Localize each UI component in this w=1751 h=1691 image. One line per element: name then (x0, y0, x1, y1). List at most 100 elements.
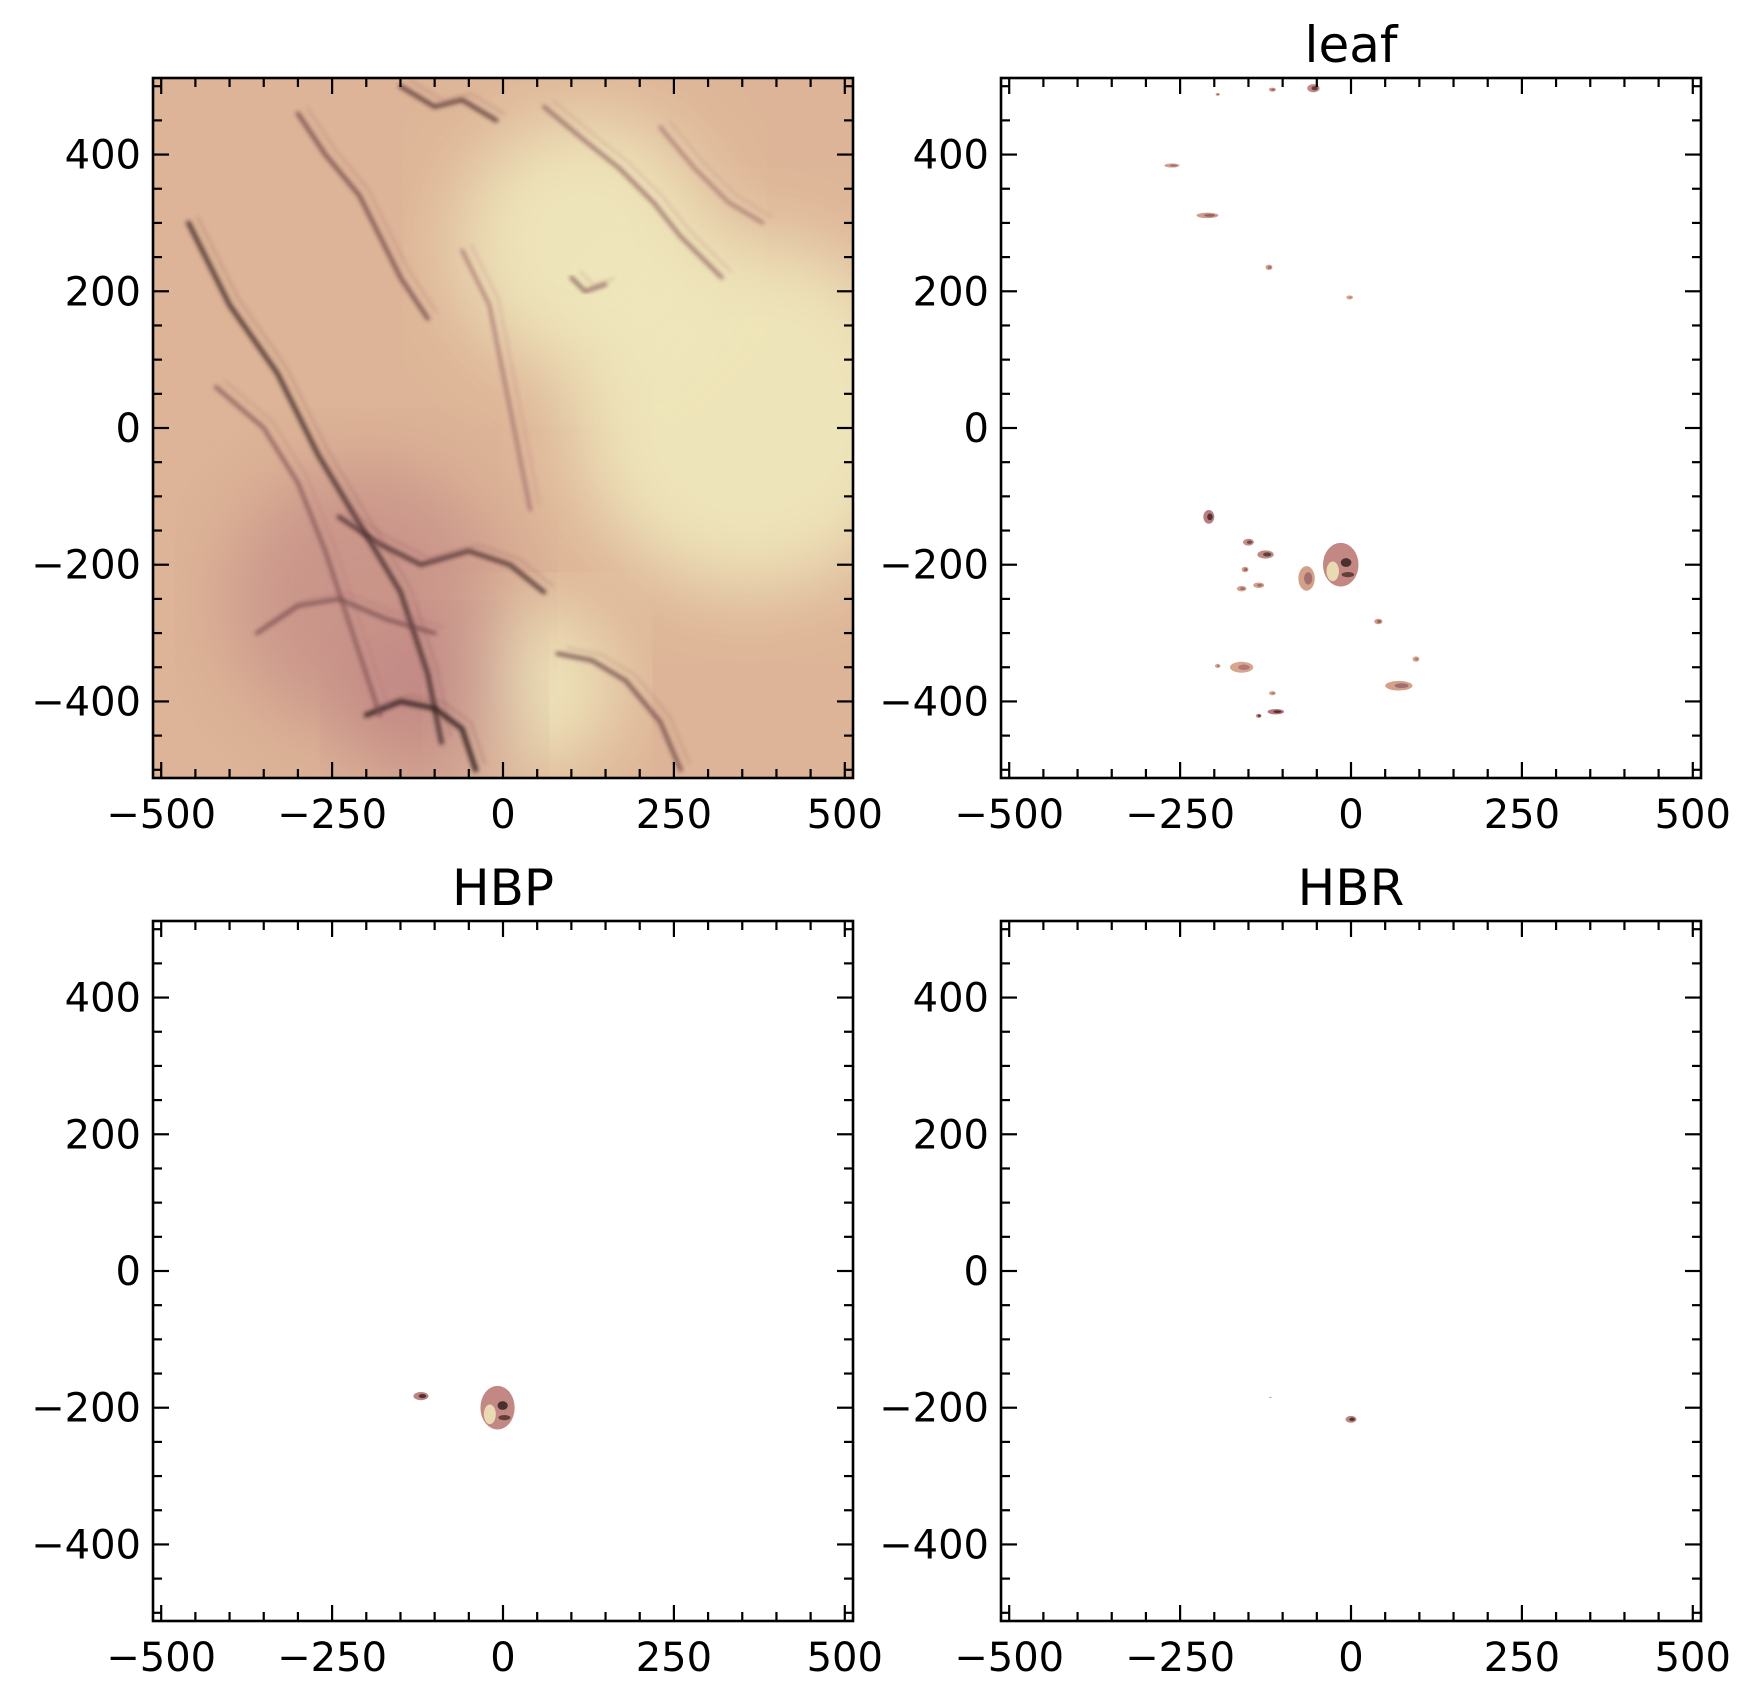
y-tick-label: −200 (879, 1386, 989, 1432)
x-tick-label: 0 (1338, 1635, 1363, 1681)
filament (658, 125, 765, 225)
panel-4: −500 −250 0 250 500 −400 −200 0 200 400 HBR (879, 859, 1731, 1681)
filament-strand (224, 380, 390, 710)
y-tick-label: 0 (964, 406, 989, 452)
panel-title: HBR (1298, 859, 1405, 917)
filament (214, 385, 382, 717)
filament-strand (668, 120, 773, 218)
filament-strand (347, 510, 554, 587)
masked-region (1265, 264, 1273, 271)
ticks (1001, 78, 1701, 778)
filament-strand (579, 270, 616, 287)
filament (363, 698, 479, 773)
panel-title: HBP (452, 859, 554, 917)
filament (542, 104, 724, 280)
masked-region (1345, 1415, 1357, 1423)
y-tick-label: 400 (65, 133, 141, 179)
panel-2: −500 −250 0 250 500 −400 −200 0 200 400 leaf (879, 16, 1731, 838)
x-tick-label: 250 (1484, 792, 1560, 838)
y-tick-label: 400 (913, 976, 989, 1022)
y-tick-label: −400 (31, 679, 141, 725)
filament (186, 220, 444, 745)
x-tick-label: −250 (1125, 1635, 1235, 1681)
masked-region (1257, 550, 1274, 559)
masked-region (1196, 212, 1219, 219)
masked-region (1236, 585, 1247, 592)
masked-region (1230, 661, 1254, 673)
masked-region (1214, 663, 1221, 668)
axes-frame (999, 76, 1703, 780)
masked-region (1298, 566, 1315, 591)
x-tick-label: −250 (1125, 792, 1235, 838)
filament-strand (552, 99, 732, 273)
y-tick-label: 200 (65, 269, 141, 315)
filament-strand (408, 79, 506, 116)
filament (295, 111, 430, 321)
masked-region (1268, 87, 1276, 92)
x-tick-label: −500 (106, 792, 216, 838)
filament (336, 514, 547, 595)
masked-region (1242, 538, 1254, 546)
y-tick-label: 200 (913, 269, 989, 315)
masked-region (480, 1385, 515, 1430)
plot-area (153, 921, 853, 1621)
x-tick-label: 500 (1655, 792, 1731, 838)
x-tick-label: 0 (490, 792, 515, 838)
masked-region (1268, 691, 1276, 696)
y-tick-label: 400 (65, 976, 141, 1022)
ticks (153, 921, 853, 1621)
masked-region (1267, 708, 1285, 715)
y-tick-label: 0 (116, 406, 141, 452)
y-tick-label: −400 (879, 679, 989, 725)
masked-region (413, 1391, 429, 1401)
masked-region (1203, 510, 1215, 524)
masked-region (1346, 295, 1354, 300)
x-tick-label: −250 (277, 1635, 387, 1681)
x-tick-label: 500 (1655, 1635, 1731, 1681)
masked-region (1241, 566, 1249, 573)
y-tick-label: 200 (65, 1112, 141, 1158)
x-tick-label: 250 (636, 1635, 712, 1681)
masked-region (1164, 163, 1180, 168)
y-tick-label: −200 (31, 543, 141, 589)
plot-background (1001, 78, 1701, 778)
plot-background (1001, 921, 1701, 1621)
x-tick-label: 250 (1484, 1635, 1560, 1681)
x-tick-label: 0 (490, 1635, 515, 1681)
plot-area (1001, 921, 1701, 1621)
filament-strand (265, 592, 445, 628)
panel-1: −500 −250 0 250 500 −400 −200 0 200 400 (31, 76, 883, 838)
masked-region (1322, 542, 1359, 587)
y-tick-label: −400 (879, 1522, 989, 1568)
y-tick-label: −200 (31, 1386, 141, 1432)
masked-region (1268, 1396, 1272, 1399)
filament-strand (306, 106, 438, 314)
plot-area (153, 78, 853, 778)
x-tick-label: 500 (807, 792, 883, 838)
panel-title: leaf (1305, 16, 1399, 74)
masked-region (1255, 713, 1262, 718)
plot-area (1001, 78, 1701, 778)
y-tick-label: −400 (31, 1522, 141, 1568)
axes-frame (999, 919, 1703, 1623)
axes-frame (151, 919, 855, 1623)
y-tick-label: 200 (913, 1112, 989, 1158)
filament (569, 275, 608, 294)
y-tick-label: 0 (116, 1249, 141, 1295)
x-tick-label: −250 (277, 792, 387, 838)
filament-strand (470, 243, 541, 505)
y-tick-label: 400 (913, 133, 989, 179)
filament (555, 651, 683, 772)
x-tick-label: −500 (954, 1635, 1064, 1681)
ticks (1001, 921, 1701, 1621)
axes-frame (151, 76, 855, 780)
y-tick-label: 0 (964, 1249, 989, 1295)
x-tick-label: 0 (1338, 792, 1363, 838)
masked-region (1412, 656, 1420, 662)
x-tick-label: 250 (636, 792, 712, 838)
filament (460, 248, 532, 512)
x-tick-label: 500 (807, 1635, 883, 1681)
plot-background (153, 921, 853, 1621)
masked-region (1215, 93, 1220, 96)
